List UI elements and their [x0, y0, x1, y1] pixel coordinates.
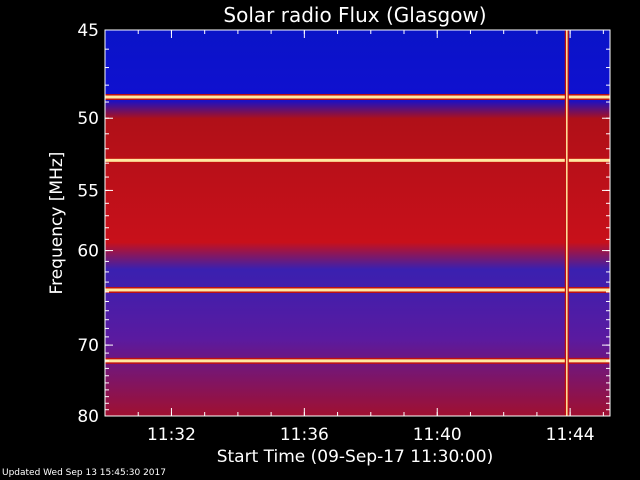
- x-axis-label: Start Time (09-Sep-17 11:30:00): [217, 447, 494, 467]
- x-tick-label-0: 11:32: [147, 425, 196, 445]
- update-timestamp: Updated Wed Sep 13 15:45:30 2017: [2, 468, 166, 478]
- burst-layer: [564, 30, 569, 416]
- y-tick-label-4: 70: [77, 336, 99, 356]
- plot-frame: [104, 29, 611, 417]
- x-axis: 11:32 11:36 11:40 11:44: [104, 30, 604, 445]
- x-tick-label-1: 11:36: [280, 425, 329, 445]
- y-tick-label-0: 45: [77, 21, 99, 41]
- rfi-bands: [105, 94, 610, 364]
- x-tick-label-2: 11:40: [413, 425, 462, 445]
- x-tick-label-3: 11:44: [546, 425, 595, 445]
- y-tick-label-5: 80: [77, 407, 99, 427]
- rfi-band-core-3: [105, 359, 610, 363]
- chart-title: Solar radio Flux (Glasgow): [223, 3, 486, 27]
- y-axis-label: Frequency [MHz]: [47, 152, 67, 295]
- burst-line: [566, 30, 568, 416]
- rfi-band-core-2: [105, 288, 610, 292]
- rfi-band-core-1: [105, 158, 610, 162]
- y-tick-label-3: 60: [77, 242, 99, 262]
- rfi-band-core-0: [105, 95, 610, 99]
- y-tick-label-2: 55: [77, 181, 99, 201]
- y-axis: 45 50 55 60 70 80: [77, 21, 610, 427]
- y-tick-label-1: 50: [77, 109, 99, 129]
